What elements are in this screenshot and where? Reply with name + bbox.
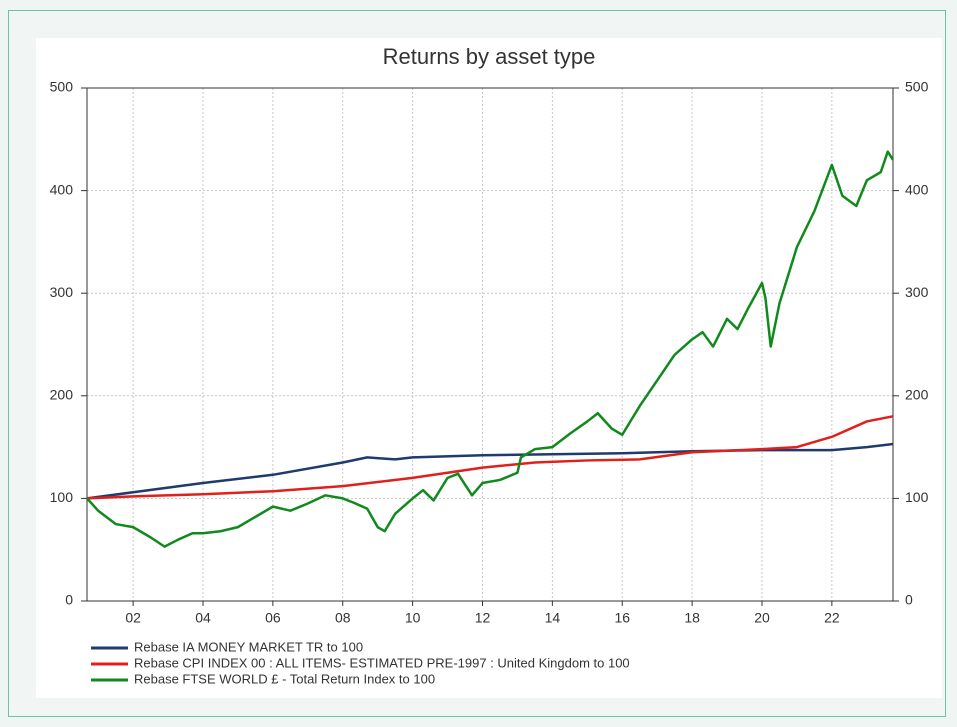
chart-title: Returns by asset type	[383, 44, 596, 69]
y-tick-label: 100	[50, 489, 74, 505]
x-tick-label: 08	[335, 610, 351, 626]
x-tick-label: 04	[195, 610, 211, 626]
plot-border	[86, 87, 894, 602]
chart-background	[36, 38, 942, 698]
x-tick-label: 18	[684, 610, 700, 626]
legend-label: Rebase FTSE WORLD £ - Total Return Index…	[134, 671, 435, 686]
x-tick-label: 22	[824, 610, 840, 626]
series-line	[86, 442, 894, 500]
series-line	[86, 415, 894, 500]
x-tick-label: 16	[614, 610, 630, 626]
y2-tick-label: 400	[905, 181, 929, 197]
legend-label: Rebase IA MONEY MARKET TR to 100	[134, 639, 363, 654]
y2-tick-label: 500	[905, 79, 929, 95]
series-line	[86, 150, 895, 548]
x-tick-label: 10	[405, 610, 421, 626]
x-tick-label: 02	[125, 610, 141, 626]
chart: Returns by asset type 0 100 200 300 400 500 0 1…	[36, 38, 942, 698]
y2-tick-label: 100	[905, 489, 929, 505]
y2-tick-label: 200	[905, 387, 929, 403]
y-tick-label: 0	[65, 592, 73, 608]
y-tick-label: 200	[50, 387, 74, 403]
x-tick-label: 20	[754, 610, 770, 626]
x-tick-label: 06	[265, 610, 281, 626]
legend-label: Rebase CPI INDEX 00 : ALL ITEMS- ESTIMAT…	[134, 655, 630, 670]
y-tick-label: 400	[50, 181, 74, 197]
y2-tick-label: 0	[905, 592, 913, 608]
x-tick-label: 14	[545, 610, 561, 626]
y-tick-label: 500	[50, 79, 74, 95]
y-tick-label: 300	[50, 284, 74, 300]
y2-tick-label: 300	[905, 284, 929, 300]
x-tick-label: 12	[475, 610, 491, 626]
